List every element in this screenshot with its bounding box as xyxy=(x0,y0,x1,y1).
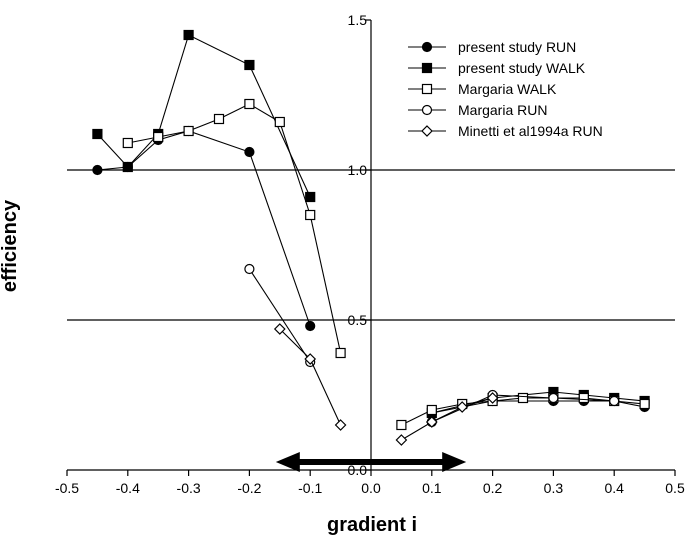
legend-label: Margaria RUN xyxy=(458,102,547,118)
gradient-arrow-annotation xyxy=(275,452,467,472)
data-point xyxy=(456,401,469,413)
data-point xyxy=(304,353,317,365)
data-point xyxy=(153,131,164,143)
data-point xyxy=(395,434,408,446)
x-tick-label: 0.3 xyxy=(544,480,564,496)
legend-label: present study RUN xyxy=(458,39,576,55)
legend-marker xyxy=(421,104,433,116)
legend-item-present-study-run: present study RUN xyxy=(408,39,576,55)
data-point xyxy=(183,29,194,41)
data-point xyxy=(548,392,559,404)
y-tick-label: 1.5 xyxy=(348,12,368,28)
arrow-head-left xyxy=(275,452,300,472)
data-series xyxy=(92,29,650,446)
legend-label: present study WALK xyxy=(458,60,586,76)
data-point xyxy=(273,323,286,335)
legend: present study RUN present study WALK Marga… xyxy=(408,39,603,139)
data-point xyxy=(244,98,255,110)
data-point xyxy=(517,392,529,404)
data-point xyxy=(122,137,133,149)
data-point xyxy=(274,116,285,128)
x-tick-label: 0.2 xyxy=(483,480,503,496)
series-margaria-walk xyxy=(122,98,650,431)
series-line xyxy=(248,268,311,363)
data-point xyxy=(244,59,255,71)
y-tick-label: 1.0 xyxy=(348,162,368,178)
x-tick-label: 0.0 xyxy=(361,480,381,496)
legend-item-margaria-walk: Margaria WALK xyxy=(408,81,557,97)
series-minetti-et-al1994a-run xyxy=(273,323,499,446)
y-tick-label: 0.5 xyxy=(348,312,368,328)
data-point xyxy=(122,161,133,173)
data-point xyxy=(183,125,194,137)
data-point xyxy=(486,392,499,404)
data-point xyxy=(305,209,316,221)
series-line xyxy=(96,34,311,198)
x-tick-label: -0.4 xyxy=(116,480,140,496)
data-point xyxy=(92,128,103,140)
data-point xyxy=(396,419,407,431)
series-line xyxy=(279,328,342,426)
data-point xyxy=(305,320,316,332)
x-tick-label: -0.2 xyxy=(237,480,261,496)
legend-marker xyxy=(421,83,433,95)
legend-item-margaria-run: Margaria RUN xyxy=(408,102,547,118)
x-tick-label: -0.1 xyxy=(298,480,322,496)
legend-marker xyxy=(421,62,433,74)
series-line xyxy=(97,130,311,327)
data-point xyxy=(92,164,103,176)
legend-label: Minetti et al1994a RUN xyxy=(458,123,603,139)
data-point xyxy=(213,113,225,125)
x-tick-label: 0.1 xyxy=(422,480,442,496)
data-point xyxy=(426,404,437,416)
data-point xyxy=(334,419,347,431)
axes: -0.5 -0.4 -0.3 -0.2 -0.1 0.0 0.1 0.2 0.3 0.4 0.5 0.… xyxy=(55,12,685,496)
data-point xyxy=(244,146,255,158)
data-point xyxy=(335,347,346,359)
legend-item-minetti-et-al1994a-run: Minetti et al1994a RUN xyxy=(408,123,603,139)
legend-label: Margaria WALK xyxy=(458,81,557,97)
x-tick-label: -0.5 xyxy=(55,480,79,496)
legend-marker xyxy=(421,41,433,53)
data-point xyxy=(578,392,589,404)
data-point xyxy=(639,398,650,410)
legend-item-present-study-walk: present study WALK xyxy=(408,60,586,76)
data-point xyxy=(244,263,255,275)
x-axis-title: gradient i xyxy=(327,514,417,536)
x-tick-label: -0.3 xyxy=(177,480,201,496)
legend-marker xyxy=(421,125,433,137)
data-point xyxy=(305,191,316,203)
data-point xyxy=(425,416,438,428)
x-tick-label: 0.5 xyxy=(665,480,685,496)
x-tick-label: 0.4 xyxy=(604,480,624,496)
data-point xyxy=(609,395,620,407)
series-margaria-run xyxy=(244,263,620,428)
y-tick-label: 0.0 xyxy=(348,462,368,478)
series-line xyxy=(401,397,493,441)
y-axis-title: efficiency xyxy=(0,199,21,292)
arrow-head-right xyxy=(442,452,467,472)
